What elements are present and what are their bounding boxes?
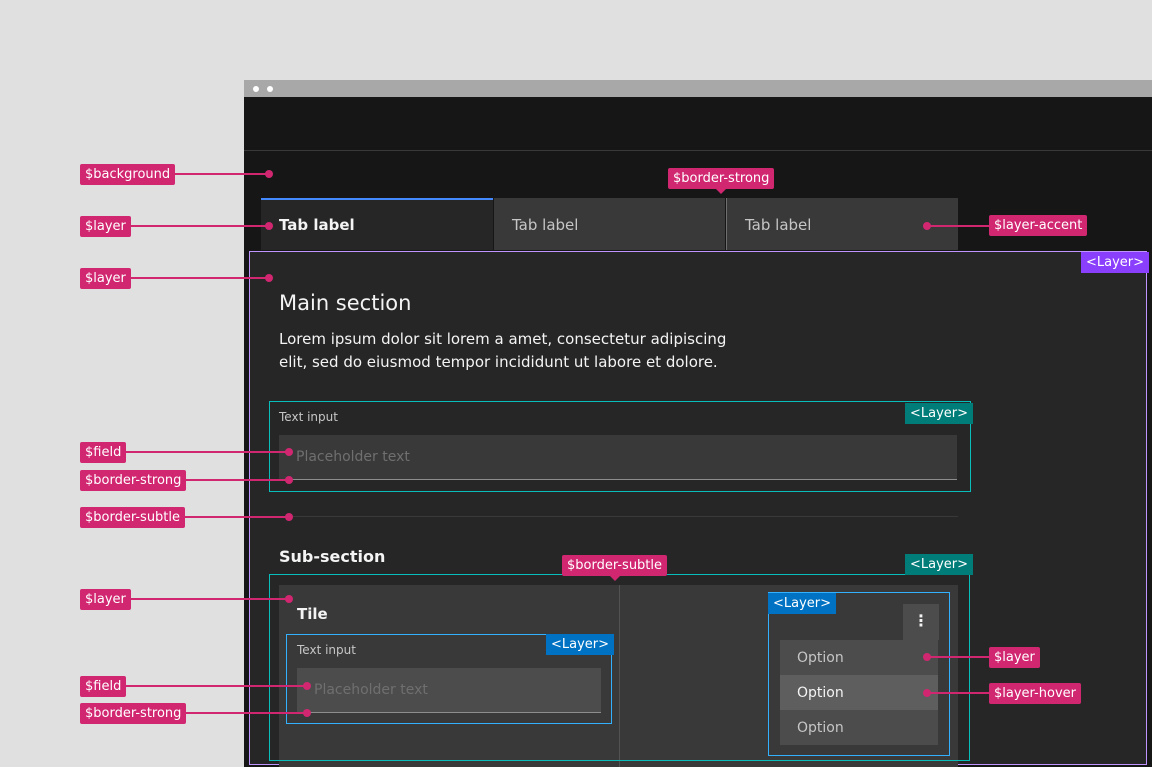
window-dot-icon (267, 86, 273, 92)
layer-tag: <Layer> (905, 554, 974, 575)
annotation-layer: $layer (989, 647, 1040, 668)
tile-divider (619, 585, 620, 767)
annotation-border-strong: $border-strong (80, 470, 187, 491)
annotation-layer: $layer (80, 589, 131, 610)
annotation-dot (303, 709, 311, 717)
paragraph-line: Lorem ipsum dolor sit lorem a amet, cons… (279, 330, 727, 348)
annotation-dot (923, 689, 931, 697)
annotation-layer: $layer (80, 216, 131, 237)
tab-1[interactable]: Tab label (261, 198, 493, 250)
page-title: Main section (279, 291, 412, 315)
layer-tag: <Layer> (546, 634, 615, 655)
tab-3[interactable]: Tab label (726, 198, 958, 250)
input-label: Text input (297, 643, 356, 657)
layer-tag: <Layer> (768, 593, 837, 614)
overflow-menu-vertical-icon[interactable]: ⋮ (903, 604, 939, 640)
annotation-dot (285, 448, 293, 456)
layer-tag: <Layer> (905, 403, 974, 424)
annotation-background: $background (80, 164, 176, 185)
subsection-title: Sub-section (279, 547, 386, 566)
annotation-dot (285, 595, 293, 603)
divider (279, 516, 958, 517)
menu-option-hovered[interactable]: Option (780, 675, 938, 710)
annotation-layer: $layer (80, 268, 131, 289)
annotation-dot (923, 222, 931, 230)
window-dot-icon (253, 86, 259, 92)
annotation-dot (303, 682, 311, 690)
layer-tag: <Layer> (1081, 252, 1150, 273)
paragraph-line: elit, sed do eiusmod tempor incididunt u… (279, 353, 718, 371)
annotation-dot (923, 653, 931, 661)
layer-outline (269, 401, 971, 492)
annotation-dot (265, 170, 273, 178)
annotation-dot (265, 274, 273, 282)
menu-option[interactable]: Option (780, 640, 938, 675)
tab-2[interactable]: Tab label (494, 198, 725, 250)
tile-title: Tile (297, 605, 328, 623)
menu-option[interactable]: Option (780, 710, 938, 745)
annotation-border-strong: $border-strong (80, 703, 187, 724)
layer-outline (286, 634, 612, 724)
input-label: Text input (279, 410, 338, 424)
annotation-border-strong: $border-strong (668, 168, 775, 194)
annotation-layer-accent: $layer-accent (989, 215, 1088, 236)
layer-outline (768, 592, 950, 756)
annotation-border-subtle: $border-subtle (562, 555, 668, 581)
annotation-field: $field (80, 442, 127, 463)
text-input[interactable]: Placeholder text (279, 435, 957, 480)
annotation-dot (265, 222, 273, 230)
annotation-dot (285, 476, 293, 484)
app-header (244, 97, 1152, 151)
text-input[interactable]: Placeholder text (297, 668, 601, 713)
annotation-dot (285, 513, 293, 521)
annotation-border-subtle: $border-subtle (80, 507, 186, 528)
annotation-field: $field (80, 676, 127, 697)
annotation-layer-hover: $layer-hover (989, 683, 1081, 704)
window-titlebar (244, 80, 1152, 97)
